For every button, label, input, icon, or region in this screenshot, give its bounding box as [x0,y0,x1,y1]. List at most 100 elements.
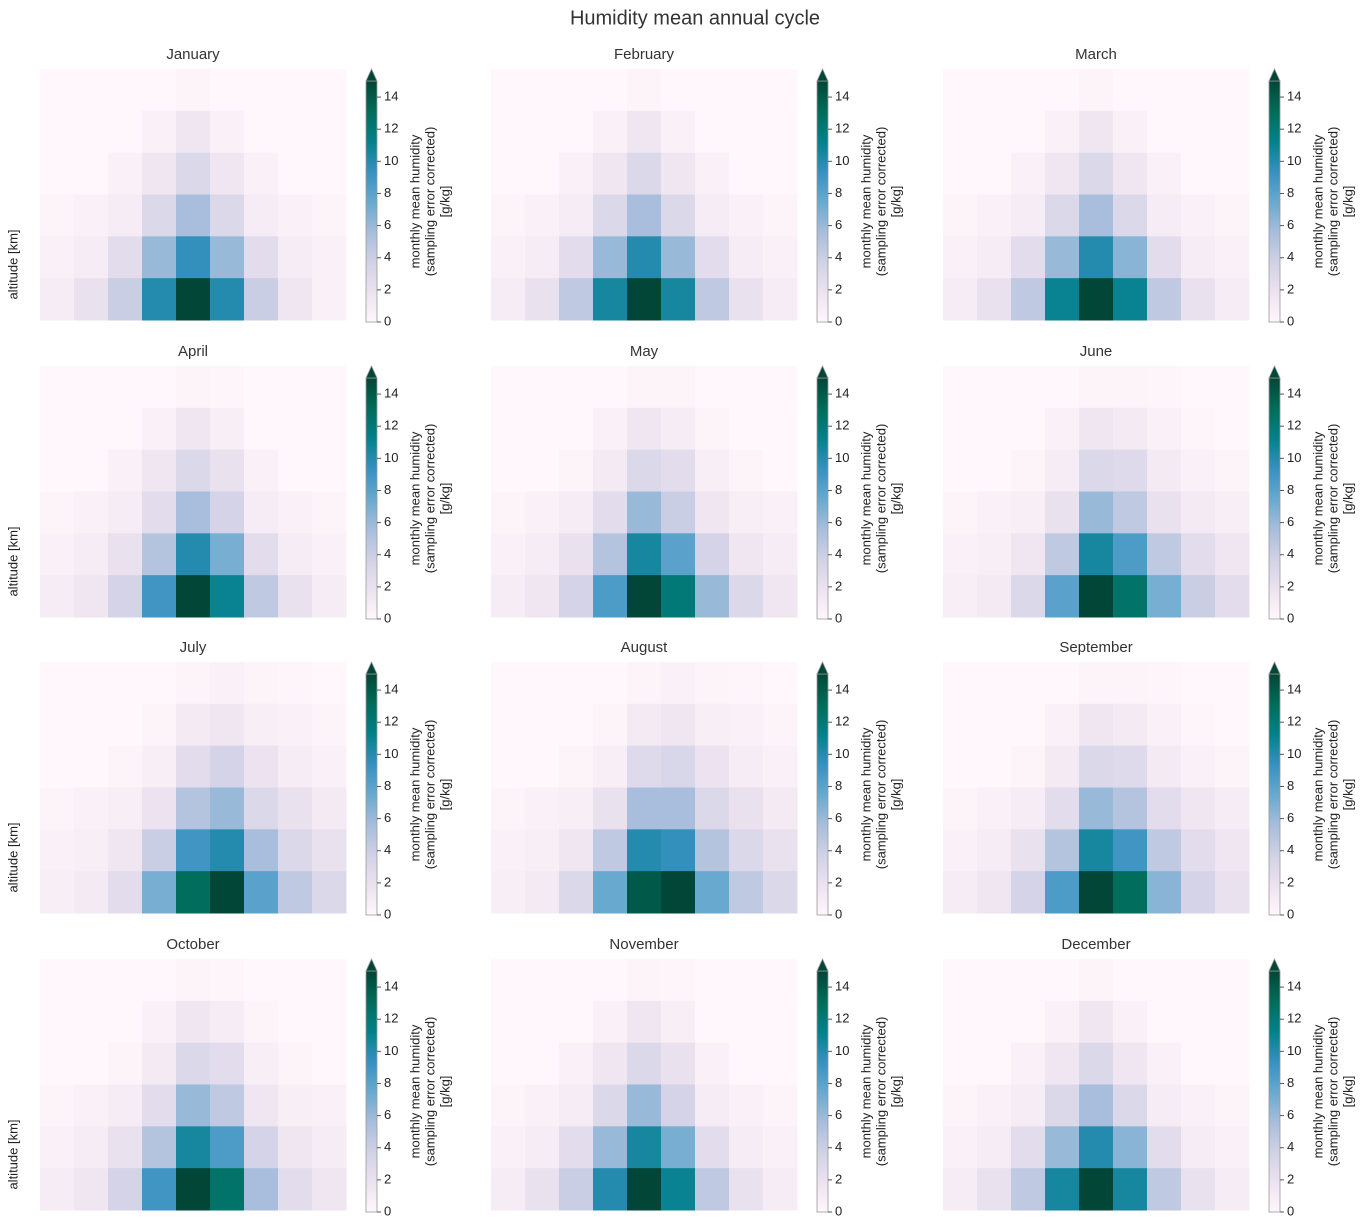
heatmap-cell [695,194,730,237]
colorbar-tick-label: 6 [1287,810,1294,825]
heatmap-cell [142,278,177,321]
heatmap-cell [559,194,594,237]
heatmap-cell [763,662,798,705]
heatmap-cell [1045,1000,1080,1044]
colorbar-tick-label: 0 [835,906,842,921]
panel-title: May [630,343,659,360]
heatmap-cell [176,1168,211,1211]
heatmap-cell [278,575,313,618]
heatmap-cell [74,575,109,618]
heatmap-cell [661,1042,696,1085]
colorbar-tick-label: 4 [1287,249,1294,264]
colorbar-tick-label: 6 [835,810,842,825]
heatmap-cell [977,959,1012,1002]
heatmap-cell [559,1126,594,1169]
heatmap-cell [244,1000,279,1044]
heatmap-cell [729,407,764,451]
heatmap-cell [729,787,764,830]
heatmap-cell [661,787,696,830]
heatmap-cell [244,366,279,409]
heatmap-cell [278,278,313,321]
heatmap-cell [627,703,662,747]
heatmap-cell [244,69,279,112]
heatmap-cell [1215,533,1250,576]
heatmap-cell [661,194,696,237]
heatmap-cell [729,1168,764,1211]
heatmap-cell [943,407,978,451]
heatmap-cell [559,575,594,618]
colorbar-tick-label: 14 [835,386,849,401]
colorbar-tick-label: 6 [384,514,391,529]
heatmap-cell [1011,703,1046,747]
heatmap-cell [729,575,764,618]
heatmap-cell [1215,407,1250,451]
heatmap-cell [593,703,628,747]
heatmap-cell [627,787,662,830]
heatmap-cell [1011,236,1046,279]
heatmap-cell [977,194,1012,237]
heatmap-cell [763,871,798,914]
colorbar-label: (sampling error corrected) [873,424,888,574]
heatmap-cell [1215,110,1250,154]
heatmap-cell [74,1042,109,1085]
heatmap-cell [627,194,662,237]
heatmap-cell [525,1000,560,1044]
heatmap-cell [661,829,696,872]
panel-title: July [180,639,207,656]
heatmap-cell [108,1168,143,1211]
heatmap-cell [1113,662,1148,705]
heatmap-cell [1147,110,1182,154]
heatmap-cell [312,236,347,279]
heatmap-cell [593,745,628,788]
colorbar-tick-label: 2 [835,281,842,296]
colorbar-tick-label: 10 [1287,450,1301,465]
heatmap-cell [661,1126,696,1169]
colorbar-label: monthly mean humidity [407,134,422,268]
colorbar-tick-label: 2 [1287,578,1294,593]
heatmap-cell [108,1126,143,1169]
heatmap-cell [74,407,109,451]
heatmap-cell [1147,236,1182,279]
colorbar [1268,80,1281,323]
heatmap-cell [525,829,560,872]
heatmap-cell [525,278,560,321]
heatmap-cell [40,152,75,195]
heatmap-cell [108,236,143,279]
heatmap-cell [525,662,560,705]
heatmap-cell [142,194,177,237]
colorbar-extend [365,958,378,972]
heatmap-cell [977,703,1012,747]
heatmap-cell [1147,871,1182,914]
heatmap-cell [491,703,526,747]
colorbar-tick-label: 2 [835,578,842,593]
panel-title: October [166,936,219,953]
heatmap-cell [977,110,1012,154]
heatmap-cell [593,787,628,830]
colorbar-tick-label: 6 [1287,217,1294,232]
colorbar [365,377,378,620]
heatmap-cell [1113,871,1148,914]
heatmap-cell [491,1000,526,1044]
heatmap-cell [627,236,662,279]
heatmap-cell [1147,703,1182,747]
heatmap-cell [312,1168,347,1211]
colorbar-extend [365,68,378,82]
heatmap-cell [1079,491,1114,534]
heatmap-cell [142,491,177,534]
heatmap-cell [1045,1168,1080,1211]
heatmap-cell [1079,662,1114,705]
heatmap-cell [1011,152,1046,195]
panel-title: March [1075,46,1117,63]
heatmap-cell [278,491,313,534]
heatmap-cell [1079,278,1114,321]
heatmap-cell [1113,1042,1148,1085]
heatmap-cell [1113,69,1148,112]
heatmap-cell [977,787,1012,830]
heatmap-cell [312,787,347,830]
heatmap-cell [661,152,696,195]
heatmap-cell [312,491,347,534]
heatmap-cell [244,575,279,618]
heatmap-cell [943,449,978,492]
heatmap-cell [559,787,594,830]
heatmap-cell [1045,662,1080,705]
